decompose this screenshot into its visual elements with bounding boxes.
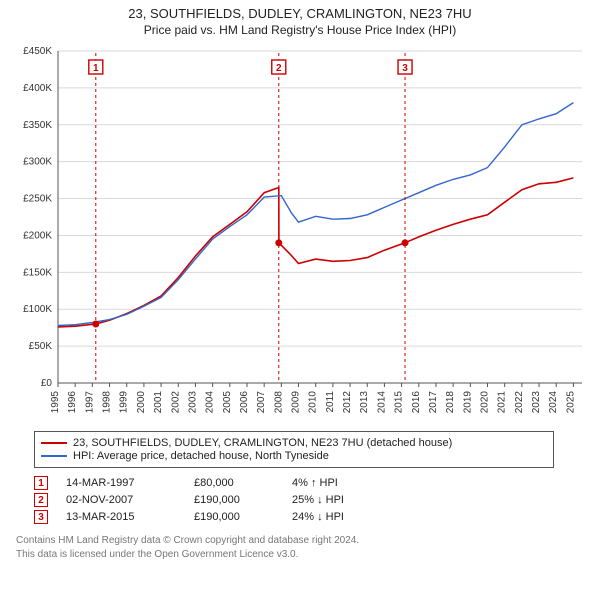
x-tick-label: 2019: [462, 391, 473, 414]
x-tick-label: 2018: [445, 391, 456, 414]
x-tick-label: 2012: [342, 391, 353, 414]
title-main: 23, SOUTHFIELDS, DUDLEY, CRAMLINGTON, NE…: [10, 6, 590, 21]
x-tick-label: 2024: [548, 391, 559, 414]
sales-row: 3 13-MAR-2015 £190,000 24% ↓ HPI: [34, 510, 590, 524]
sales-row: 1 14-MAR-1997 £80,000 4% ↑ HPI: [34, 476, 590, 490]
sale-date: 02-NOV-2007: [66, 494, 176, 506]
sale-marker-number: 3: [402, 63, 408, 74]
sale-diff: 4% ↑ HPI: [292, 477, 392, 489]
sale-marker-dot: [275, 239, 282, 246]
legend-swatch: [41, 455, 67, 457]
x-tick-label: 2014: [376, 391, 387, 414]
x-tick-label: 2009: [291, 391, 302, 414]
x-tick-label: 2022: [514, 391, 525, 414]
sales-row: 2 02-NOV-2007 £190,000 25% ↓ HPI: [34, 493, 590, 507]
line-chart-svg: £0 £50K £100K £150K £200K £250K £300K £350K £400…: [10, 43, 590, 423]
x-tick-label: 2006: [239, 391, 250, 414]
legend-box: 23, SOUTHFIELDS, DUDLEY, CRAMLINGTON, NE…: [34, 431, 554, 468]
x-tick-label: 1998: [102, 391, 113, 414]
sale-date: 13-MAR-2015: [66, 511, 176, 523]
sale-date: 14-MAR-1997: [66, 477, 176, 489]
chart-area: £0 £50K £100K £150K £200K £250K £300K £350K £400…: [10, 43, 590, 423]
y-tick-label: £150K: [23, 267, 52, 278]
x-tick-label: 2003: [187, 391, 198, 414]
y-tick-label: £350K: [23, 120, 52, 131]
x-tick-label: 2007: [256, 391, 267, 414]
x-tick-label: 2025: [565, 391, 576, 414]
x-tick-label: 1997: [84, 391, 95, 414]
x-tick-label: 2023: [531, 391, 542, 414]
x-tick-label: 2011: [325, 391, 336, 413]
y-tick-label: £100K: [23, 304, 52, 315]
y-tick-label: £50K: [29, 341, 53, 352]
sale-marker-number: 1: [93, 63, 99, 74]
footnote-line: This data is licensed under the Open Gov…: [16, 548, 590, 562]
footnote-line: Contains HM Land Registry data © Crown c…: [16, 534, 590, 548]
y-tick-label: £250K: [23, 194, 52, 205]
sale-price: £190,000: [194, 511, 274, 523]
x-tick-label: 2013: [359, 391, 370, 414]
x-tick-label: 2021: [497, 391, 508, 414]
sale-diff: 25% ↓ HPI: [292, 494, 392, 506]
legend-row: HPI: Average price, detached house, Nort…: [41, 450, 547, 462]
sale-diff: 24% ↓ HPI: [292, 511, 392, 523]
chart-container: 23, SOUTHFIELDS, DUDLEY, CRAMLINGTON, NE…: [0, 0, 600, 590]
y-tick-label: £0: [41, 378, 53, 389]
x-tick-label: 2008: [273, 391, 284, 414]
sale-marker-icon: 2: [34, 493, 48, 507]
legend-label: HPI: Average price, detached house, Nort…: [73, 450, 329, 462]
title-sub: Price paid vs. HM Land Registry's House …: [10, 23, 590, 37]
y-tick-label: £400K: [23, 83, 52, 94]
sale-marker-number: 2: [276, 63, 282, 74]
sales-table: 1 14-MAR-1997 £80,000 4% ↑ HPI 2 02-NOV-2007 £…: [34, 476, 590, 524]
sale-marker-icon: 3: [34, 510, 48, 524]
sale-marker-dot: [92, 320, 99, 327]
x-tick-label: 2000: [136, 391, 147, 414]
x-tick-label: 2020: [480, 391, 491, 414]
x-tick-label: 1999: [119, 391, 130, 414]
x-tick-label: 1996: [67, 391, 78, 414]
sale-marker-icon: 1: [34, 476, 48, 490]
x-tick-label: 2016: [411, 391, 422, 414]
footnote: Contains HM Land Registry data © Crown c…: [16, 534, 590, 561]
x-tick-label: 2002: [170, 391, 181, 414]
x-tick-label: 1995: [50, 391, 61, 414]
y-tick-label: £300K: [23, 157, 52, 168]
sale-price: £190,000: [194, 494, 274, 506]
y-tick-label: £200K: [23, 230, 52, 241]
x-tick-label: 2004: [205, 391, 216, 414]
titles: 23, SOUTHFIELDS, DUDLEY, CRAMLINGTON, NE…: [0, 0, 600, 39]
legend-label: 23, SOUTHFIELDS, DUDLEY, CRAMLINGTON, NE…: [73, 437, 452, 449]
sale-price: £80,000: [194, 477, 274, 489]
legend-row: 23, SOUTHFIELDS, DUDLEY, CRAMLINGTON, NE…: [41, 437, 547, 449]
x-tick-label: 2015: [394, 391, 405, 414]
legend-swatch: [41, 442, 67, 444]
x-tick-label: 2005: [222, 391, 233, 414]
y-tick-label: £450K: [23, 46, 52, 57]
x-tick-label: 2010: [308, 391, 319, 414]
x-tick-label: 2017: [428, 391, 439, 414]
x-tick-label: 2001: [153, 391, 164, 414]
sale-marker-dot: [402, 239, 409, 246]
